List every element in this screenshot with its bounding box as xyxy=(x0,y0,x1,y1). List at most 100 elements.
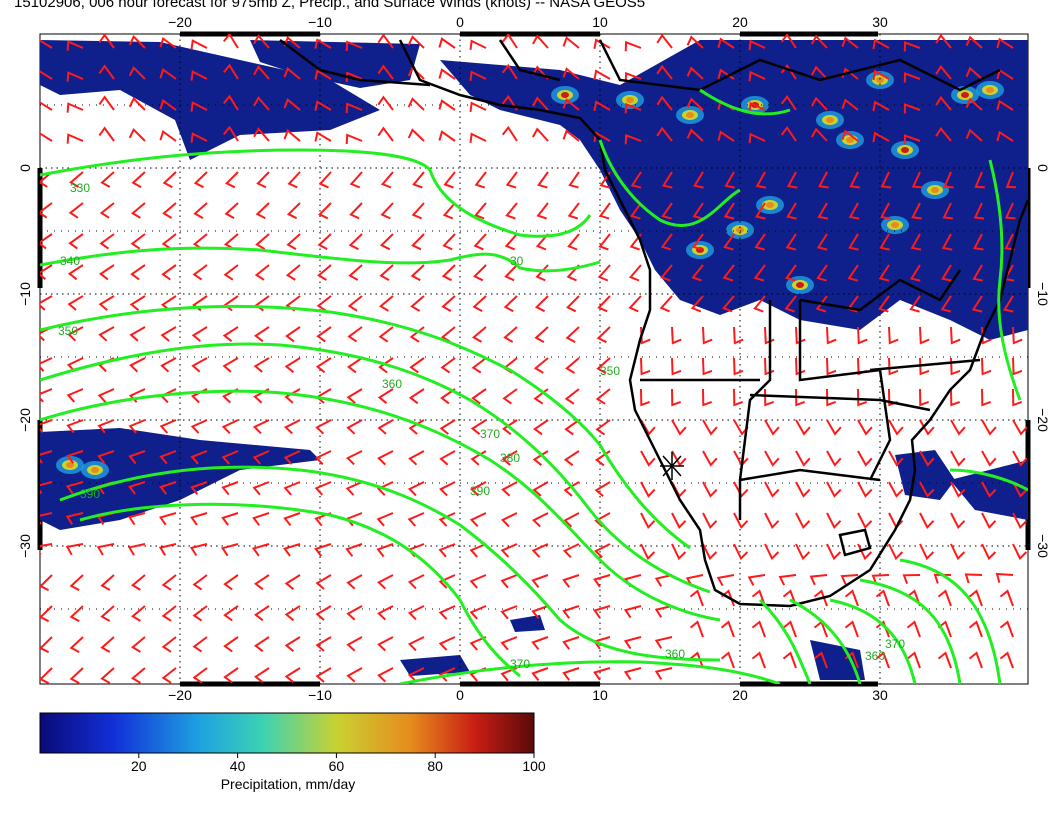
wind-barb xyxy=(943,171,954,189)
contour-label: 390 xyxy=(470,484,490,498)
wind-barb xyxy=(253,636,270,653)
contour-east-2 xyxy=(949,468,1028,492)
wind-barb xyxy=(191,326,208,342)
contour-label: 370 xyxy=(885,637,905,651)
wind-barb xyxy=(661,171,673,189)
wind-barb xyxy=(689,620,704,638)
wind-barb xyxy=(345,102,363,114)
wind-barb xyxy=(97,419,115,434)
wind-barb xyxy=(407,667,425,683)
wind-barb xyxy=(888,357,899,376)
wind-barb xyxy=(534,295,549,313)
wind-barb xyxy=(754,233,766,251)
wind-barb xyxy=(408,419,425,435)
wind-barb xyxy=(950,450,966,467)
wind-barb xyxy=(623,605,642,619)
wind-barb xyxy=(130,264,146,281)
wind-barb xyxy=(816,264,828,282)
wind-barb xyxy=(316,326,332,343)
wind-barb xyxy=(531,667,549,682)
wind-barb xyxy=(283,98,301,111)
wind-barb xyxy=(702,419,718,436)
wind-barb xyxy=(348,264,363,281)
wind-barb xyxy=(409,326,425,343)
wind-barb xyxy=(563,450,580,467)
wind-barb xyxy=(810,127,828,142)
lat-tick-right: −30 xyxy=(1035,534,1051,558)
wind-barb xyxy=(192,264,208,281)
wind-barb xyxy=(159,67,177,80)
wind-barb xyxy=(888,326,899,345)
wind-barb xyxy=(438,130,456,142)
wind-barb xyxy=(410,295,425,312)
wind-barb xyxy=(96,543,115,556)
wind-barb xyxy=(857,481,873,498)
lat-ticks-left: 0 −10 −20 −30 xyxy=(17,164,33,558)
wind-barb xyxy=(795,419,811,436)
height-contours xyxy=(40,88,1028,684)
wind-barb xyxy=(795,450,811,467)
wind-barb xyxy=(656,64,673,80)
wind-barb xyxy=(880,171,892,189)
wind-barb xyxy=(442,202,456,220)
wind-barb xyxy=(97,450,115,464)
wind-barb xyxy=(671,543,687,561)
wind-barb xyxy=(981,450,997,467)
wind-barb xyxy=(160,326,177,342)
wind-barb xyxy=(764,512,780,530)
graticule xyxy=(40,34,1028,684)
wind-barb xyxy=(536,202,549,220)
wind-barb xyxy=(702,388,713,407)
wind-barb xyxy=(283,419,301,435)
wind-barb xyxy=(968,651,983,669)
wind-barb xyxy=(826,543,842,561)
wind-barb xyxy=(671,326,682,345)
wind-barb xyxy=(283,512,301,527)
wind-barb xyxy=(950,388,961,407)
wind-barb xyxy=(65,481,84,495)
precip-hotspot-core xyxy=(891,222,899,228)
wind-barb xyxy=(128,97,146,111)
wind-barb xyxy=(795,326,806,345)
wind-barb xyxy=(593,69,611,80)
precip-area-mozambique xyxy=(895,450,955,500)
wind-barb xyxy=(785,233,797,251)
wind-barb xyxy=(378,326,394,343)
wind-barb xyxy=(65,512,84,525)
wind-barb xyxy=(128,481,146,495)
wind-barb xyxy=(981,326,992,345)
wind-barb xyxy=(568,171,580,189)
wind-barb xyxy=(377,64,394,80)
wind-barb xyxy=(377,574,394,590)
wind-barb xyxy=(378,295,394,312)
wind-barb xyxy=(562,98,580,111)
wind-barb xyxy=(785,264,797,282)
wind-barb xyxy=(968,620,983,638)
wind-barb xyxy=(909,264,921,282)
wind-barb xyxy=(857,512,873,530)
wind-barb xyxy=(471,326,487,343)
wind-barb xyxy=(439,481,456,497)
precip-hotspot-core xyxy=(846,137,854,143)
wind-barb xyxy=(470,419,487,435)
wind-barb xyxy=(159,36,177,49)
wind-barb xyxy=(503,326,518,343)
colorbar-tick-label: 40 xyxy=(229,758,246,774)
wind-barb xyxy=(377,95,394,111)
wind-barb xyxy=(316,295,332,312)
wind-barb xyxy=(130,667,146,684)
wind-barb xyxy=(691,233,704,251)
wind-barb xyxy=(251,543,270,557)
wind-barb xyxy=(40,101,53,111)
wind-barb xyxy=(919,481,935,498)
lat-tick-left: −20 xyxy=(17,408,33,432)
lat-ticks-right: 0 −10 −20 −30 xyxy=(1035,164,1051,558)
wind-barb xyxy=(965,97,983,111)
wind-barb xyxy=(764,481,780,498)
wind-barb xyxy=(981,512,997,530)
wind-barb xyxy=(347,295,363,312)
wind-barb xyxy=(439,419,456,435)
wind-barb xyxy=(753,264,766,282)
wind-barb xyxy=(224,202,239,219)
wind-barb xyxy=(717,130,735,142)
